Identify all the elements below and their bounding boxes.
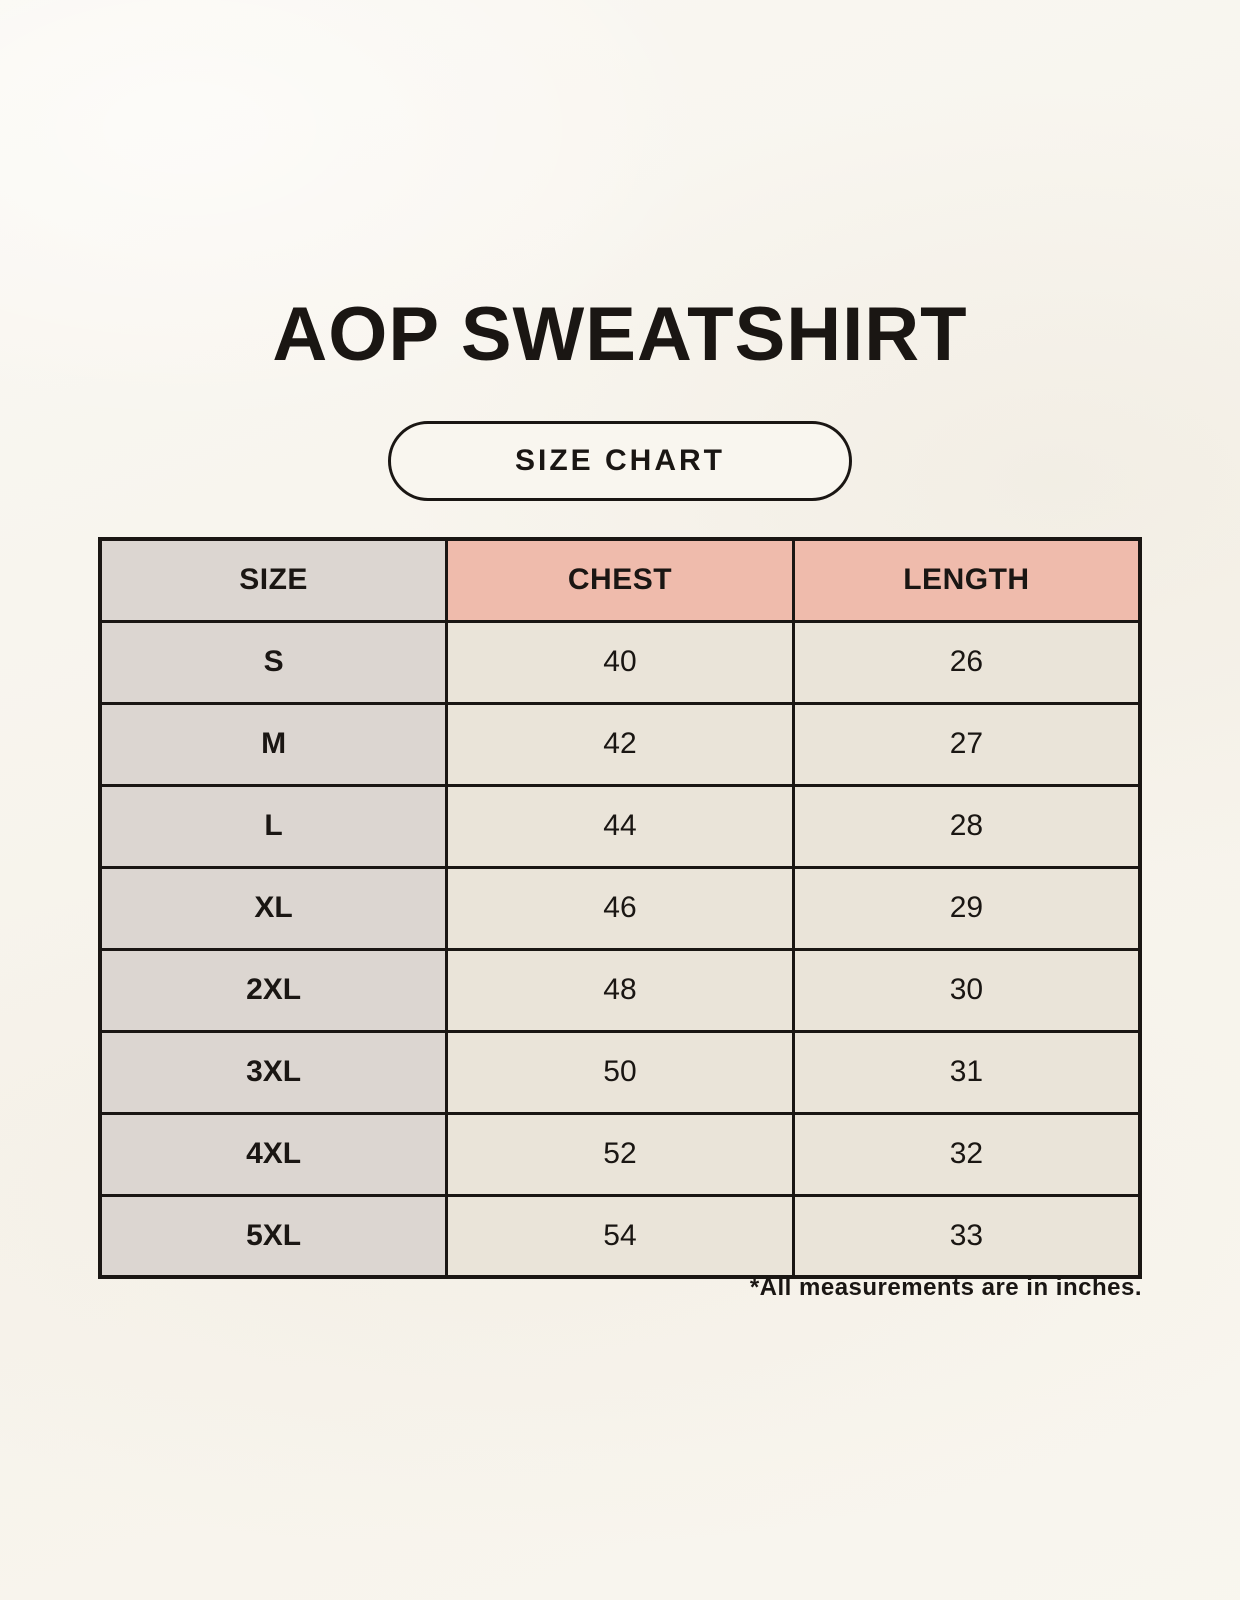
- table-header-row: SIZE CHEST LENGTH: [98, 537, 1142, 623]
- table-row: 5XL 54 33: [98, 1193, 1142, 1279]
- chest-cell: 46: [445, 865, 795, 951]
- length-cell: 30: [791, 947, 1142, 1033]
- size-cell: XL: [98, 865, 449, 951]
- size-cell: 3XL: [98, 1029, 449, 1115]
- size-cell: L: [98, 783, 449, 869]
- table-row: M 42 27: [98, 701, 1142, 787]
- column-header-length: LENGTH: [791, 537, 1142, 623]
- column-header-chest: CHEST: [445, 537, 795, 623]
- size-chart-badge-label: SIZE CHART: [515, 444, 725, 477]
- table-row: L 44 28: [98, 783, 1142, 869]
- measurements-footnote: *All measurements are in inches.: [749, 1274, 1142, 1301]
- chest-cell: 54: [445, 1193, 795, 1279]
- size-chart-badge: SIZE CHART: [388, 421, 852, 501]
- length-cell: 26: [791, 619, 1142, 705]
- length-cell: 31: [791, 1029, 1142, 1115]
- table-row: 2XL 48 30: [98, 947, 1142, 1033]
- chest-cell: 50: [445, 1029, 795, 1115]
- length-cell: 33: [791, 1193, 1142, 1279]
- length-cell: 29: [791, 865, 1142, 951]
- length-cell: 28: [791, 783, 1142, 869]
- chest-cell: 52: [445, 1111, 795, 1197]
- chest-cell: 48: [445, 947, 795, 1033]
- size-cell: S: [98, 619, 449, 705]
- chest-cell: 42: [445, 701, 795, 787]
- table-row: XL 46 29: [98, 865, 1142, 951]
- column-header-size: SIZE: [98, 537, 449, 623]
- table-row: 4XL 52 32: [98, 1111, 1142, 1197]
- size-cell: 4XL: [98, 1111, 449, 1197]
- chest-cell: 40: [445, 619, 795, 705]
- length-cell: 27: [791, 701, 1142, 787]
- size-chart-table: SIZE CHEST LENGTH S 40 26 M 42 27 L 44 2…: [98, 537, 1142, 1279]
- table-row: S 40 26: [98, 619, 1142, 705]
- length-cell: 32: [791, 1111, 1142, 1197]
- size-cell: 2XL: [98, 947, 449, 1033]
- size-cell: 5XL: [98, 1193, 449, 1279]
- table-row: 3XL 50 31: [98, 1029, 1142, 1115]
- page-title: AOP SWEATSHIRT: [272, 292, 968, 377]
- chest-cell: 44: [445, 783, 795, 869]
- size-cell: M: [98, 701, 449, 787]
